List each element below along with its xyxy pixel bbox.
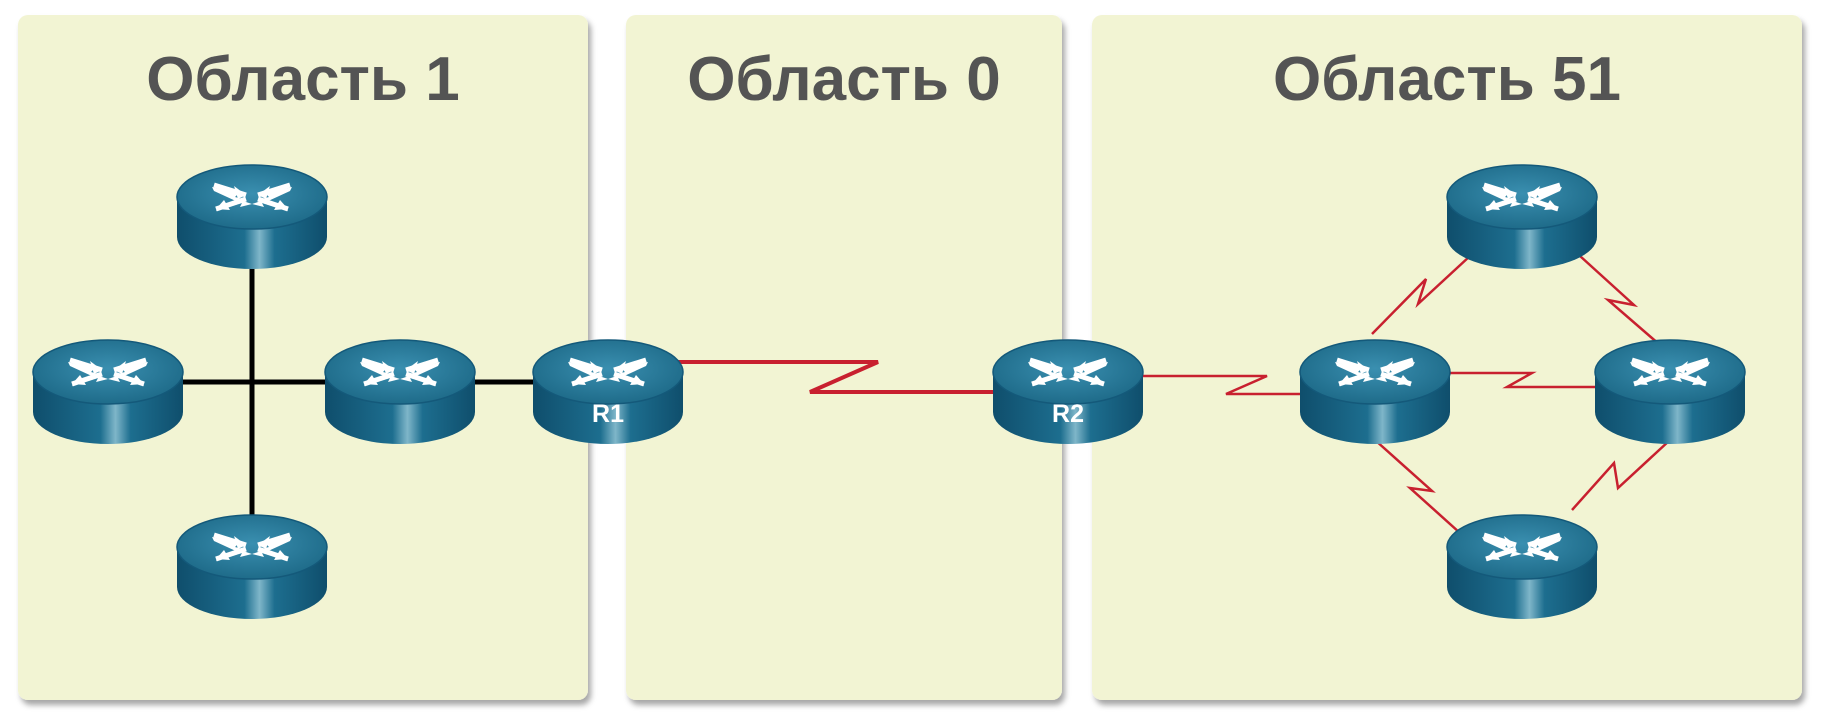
serial-link-bottom-right [1571,439,1671,511]
router-area51-right[interactable] [1595,340,1745,444]
area-panel-51: Область 51 [1092,15,1802,700]
router-area1-top[interactable] [177,165,327,269]
serial-link-hub-top [1371,255,1471,335]
router-area51-bottom[interactable] [1447,515,1597,619]
serial-link-hub-right [1450,371,1610,389]
router-area51-hub[interactable] [1300,340,1450,444]
area-panel-1: Область 1 [18,15,588,700]
area-0-title: Область 0 [687,45,1001,114]
router-area1-center[interactable] [325,340,475,444]
serial-link-top-right [1579,255,1661,346]
router-r2-label: R2 [1052,400,1084,428]
serial-link-r1-r2 [660,360,1070,394]
area-panel-0: Область 0 [626,15,1062,700]
router-area1-left[interactable] [33,340,183,444]
router-r1[interactable]: R1 [533,340,683,444]
router-r2[interactable]: R2 [993,340,1143,444]
router-area51-top[interactable] [1447,165,1597,269]
router-r1-label: R1 [592,400,624,428]
area-1-title: Область 1 [146,45,460,114]
router-area1-bottom[interactable] [177,515,327,619]
area-51-title: Область 51 [1273,45,1621,114]
serial-link-hub-bottom [1374,439,1471,543]
